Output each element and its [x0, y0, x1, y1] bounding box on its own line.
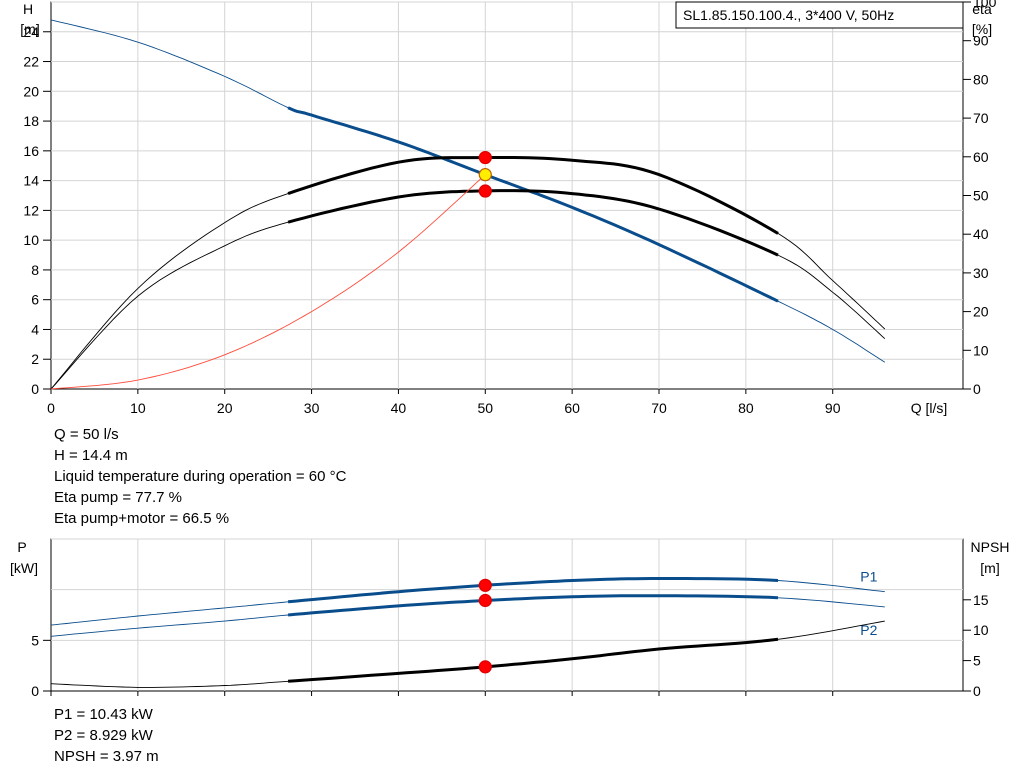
y-right-tick-label: 70 — [973, 110, 989, 126]
series-label-p2: P2 — [860, 622, 877, 638]
x-tick-label: 90 — [825, 400, 841, 416]
series-label-p1: P1 — [860, 569, 877, 585]
series-system-curve — [50, 174, 486, 390]
plot-frame — [50, 538, 964, 692]
x-tick-label: 80 — [738, 400, 754, 416]
y-right-tick-label: 50 — [973, 188, 989, 204]
y-left-tick-label: 5 — [31, 632, 39, 648]
operating-point-marker — [478, 660, 492, 674]
y-left-axis-unit: [kW] — [10, 560, 38, 576]
y-right-tick-label: 80 — [973, 71, 989, 87]
y-right-axis-unit: [%] — [972, 21, 992, 37]
operating-point-marker — [478, 184, 492, 198]
curve-p2-operating-range — [287, 594, 779, 617]
y-right-tick-label: 0 — [973, 381, 981, 397]
info-eta-pump: Eta pump = 77.7 % — [54, 489, 182, 506]
y-right-tick-label: 100 — [973, 0, 997, 10]
operating-point-marker — [478, 593, 492, 608]
info-p2: P2 = 8.929 kW — [54, 727, 153, 744]
y-left-tick-label: 4 — [31, 321, 39, 337]
x-tick-label: 50 — [477, 400, 493, 416]
curve-npsh — [50, 620, 885, 688]
head-efficiency-chart: 0 10 20 30 40 50 60 70 80 90024681012141618202224… — [20, 0, 996, 416]
power-info: P1 = 10.43 kW P2 = 8.929 kW NPSH = 3.97 … — [54, 704, 159, 767]
y-right-tick-label: 20 — [973, 304, 989, 320]
y-left-tick-label: 0 — [31, 381, 39, 397]
series-p1: P1 — [50, 569, 885, 626]
y-right-tick-label: 10 — [973, 342, 989, 358]
x-tick-label: 60 — [564, 400, 580, 416]
chart-title: SL1.85.150.100.4., 3*400 V, 50Hz — [683, 7, 894, 23]
operating-point-marker — [478, 150, 492, 165]
x-tick-label: 30 — [304, 400, 320, 416]
x-axis-label: Q [l/s] — [911, 400, 948, 416]
y-right-tick-label: 15 — [973, 592, 989, 608]
y-right-tick-label: 30 — [973, 265, 989, 281]
y-right-tick-label: 5 — [973, 653, 981, 669]
y-left-tick-label: 6 — [31, 292, 39, 308]
x-tick-label: 40 — [391, 400, 407, 416]
grid — [51, 538, 963, 691]
info-head: H = 14.4 m — [54, 447, 128, 464]
y-right-tick-label: 10 — [973, 622, 989, 638]
series-npsh — [50, 620, 885, 688]
y-left-tick-label: 20 — [23, 83, 39, 99]
title-box — [675, 1, 964, 29]
y-right-axis-label: NPSH — [971, 539, 1010, 555]
y-left-tick-label: 8 — [31, 262, 39, 278]
operating-point-info: Q = 50 l/s H = 14.4 m Liquid temperature… — [54, 424, 346, 529]
y-left-tick-label: 14 — [23, 173, 39, 189]
y-left-tick-label: 16 — [23, 143, 39, 159]
info-liquid-temperature: Liquid temperature during operation = 60… — [54, 468, 347, 485]
y-right-tick-label: 90 — [973, 33, 989, 49]
x-tick-label: 20 — [217, 400, 233, 416]
y-left-tick-label: 18 — [23, 113, 39, 129]
y-right-tick-label: 40 — [973, 226, 989, 242]
curve-npsh-operating-range — [287, 637, 779, 683]
curve-system-curve — [50, 174, 486, 390]
x-tick-label: 10 — [130, 400, 146, 416]
y-right-tick-label: 60 — [973, 149, 989, 165]
y-left-tick-label: 12 — [23, 202, 39, 218]
series-p2: P2 — [50, 594, 885, 638]
y-left-tick-label: 10 — [23, 232, 39, 248]
y-left-tick-label: 0 — [31, 683, 39, 699]
y-left-tick-label: 24 — [23, 24, 39, 40]
info-npsh: NPSH = 3.97 m — [54, 748, 159, 765]
operating-point-marker — [478, 578, 492, 592]
curve-p1-operating-range — [287, 577, 779, 604]
y-right-tick-label: 0 — [973, 683, 981, 699]
info-p1: P1 = 10.43 kW — [54, 706, 153, 723]
y-left-tick-label: 22 — [23, 54, 39, 70]
curve-eta-pump-operating-range — [287, 156, 779, 235]
operating-point-marker — [478, 168, 492, 182]
y-right-axis-unit: [m] — [980, 560, 999, 576]
info-eta-pump-motor: Eta pump+motor = 66.5 % — [54, 510, 230, 527]
y-left-axis-unit: [m] — [20, 21, 39, 37]
y-left-axis-label: H — [23, 1, 33, 17]
y-right-axis-label: eta — [972, 1, 992, 17]
curve-eta-total-operating-range — [287, 189, 779, 257]
y-left-tick-label: 2 — [31, 351, 39, 367]
info-flow: Q = 50 l/s — [54, 426, 119, 443]
x-tick-label: 70 — [651, 400, 667, 416]
power-npsh-chart: 0 5 0 5 10 15 P [kW] NPSH [m] P1 P2 — [10, 538, 1010, 699]
y-left-axis-label: P — [17, 539, 26, 555]
x-tick-label: 0 — [47, 400, 55, 416]
plot-frame — [50, 1, 964, 390]
grid — [51, 1, 963, 389]
